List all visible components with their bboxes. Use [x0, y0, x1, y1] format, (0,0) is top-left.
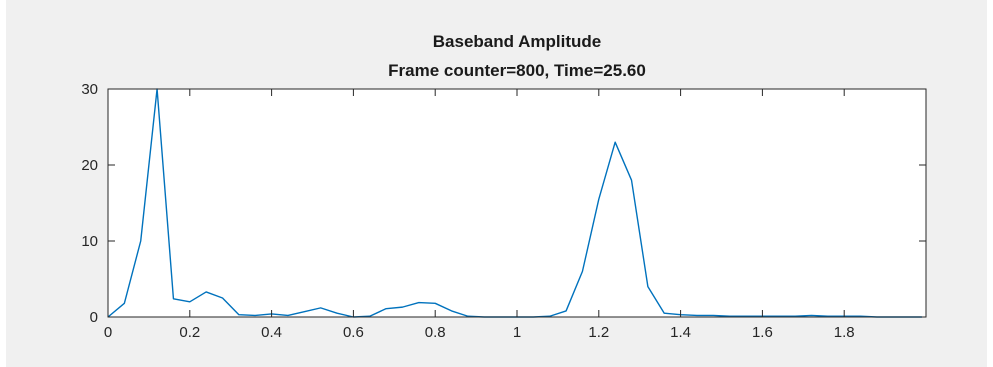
y-tick-label: 0: [90, 309, 98, 326]
y-tick-label: 30: [81, 81, 98, 98]
x-tick-label: 0.8: [425, 324, 446, 341]
x-tick-label: 1.2: [588, 324, 609, 341]
chart-title: Baseband Amplitude: [433, 32, 601, 51]
x-tick-label: 0.4: [261, 324, 282, 341]
x-tick-label: 0.2: [179, 324, 200, 341]
tick-layer: 0 0.2 0.4 0.6 0.8 1 1.2 1.4 1.6 1.8 0 10 20 30: [81, 81, 926, 341]
x-tick-label: 1.4: [670, 324, 691, 341]
x-tick-label: 0.6: [343, 324, 364, 341]
y-tick-label: 20: [81, 157, 98, 174]
plot-area: [108, 89, 926, 317]
x-tick-label: 1.8: [834, 324, 855, 341]
y-tick-label: 10: [81, 233, 98, 250]
x-tick-label: 1.6: [752, 324, 773, 341]
x-tick-label: 0: [104, 324, 112, 341]
chart-subtitle: Frame counter=800, Time=25.60: [388, 61, 646, 80]
x-tick-label: 1: [513, 324, 521, 341]
